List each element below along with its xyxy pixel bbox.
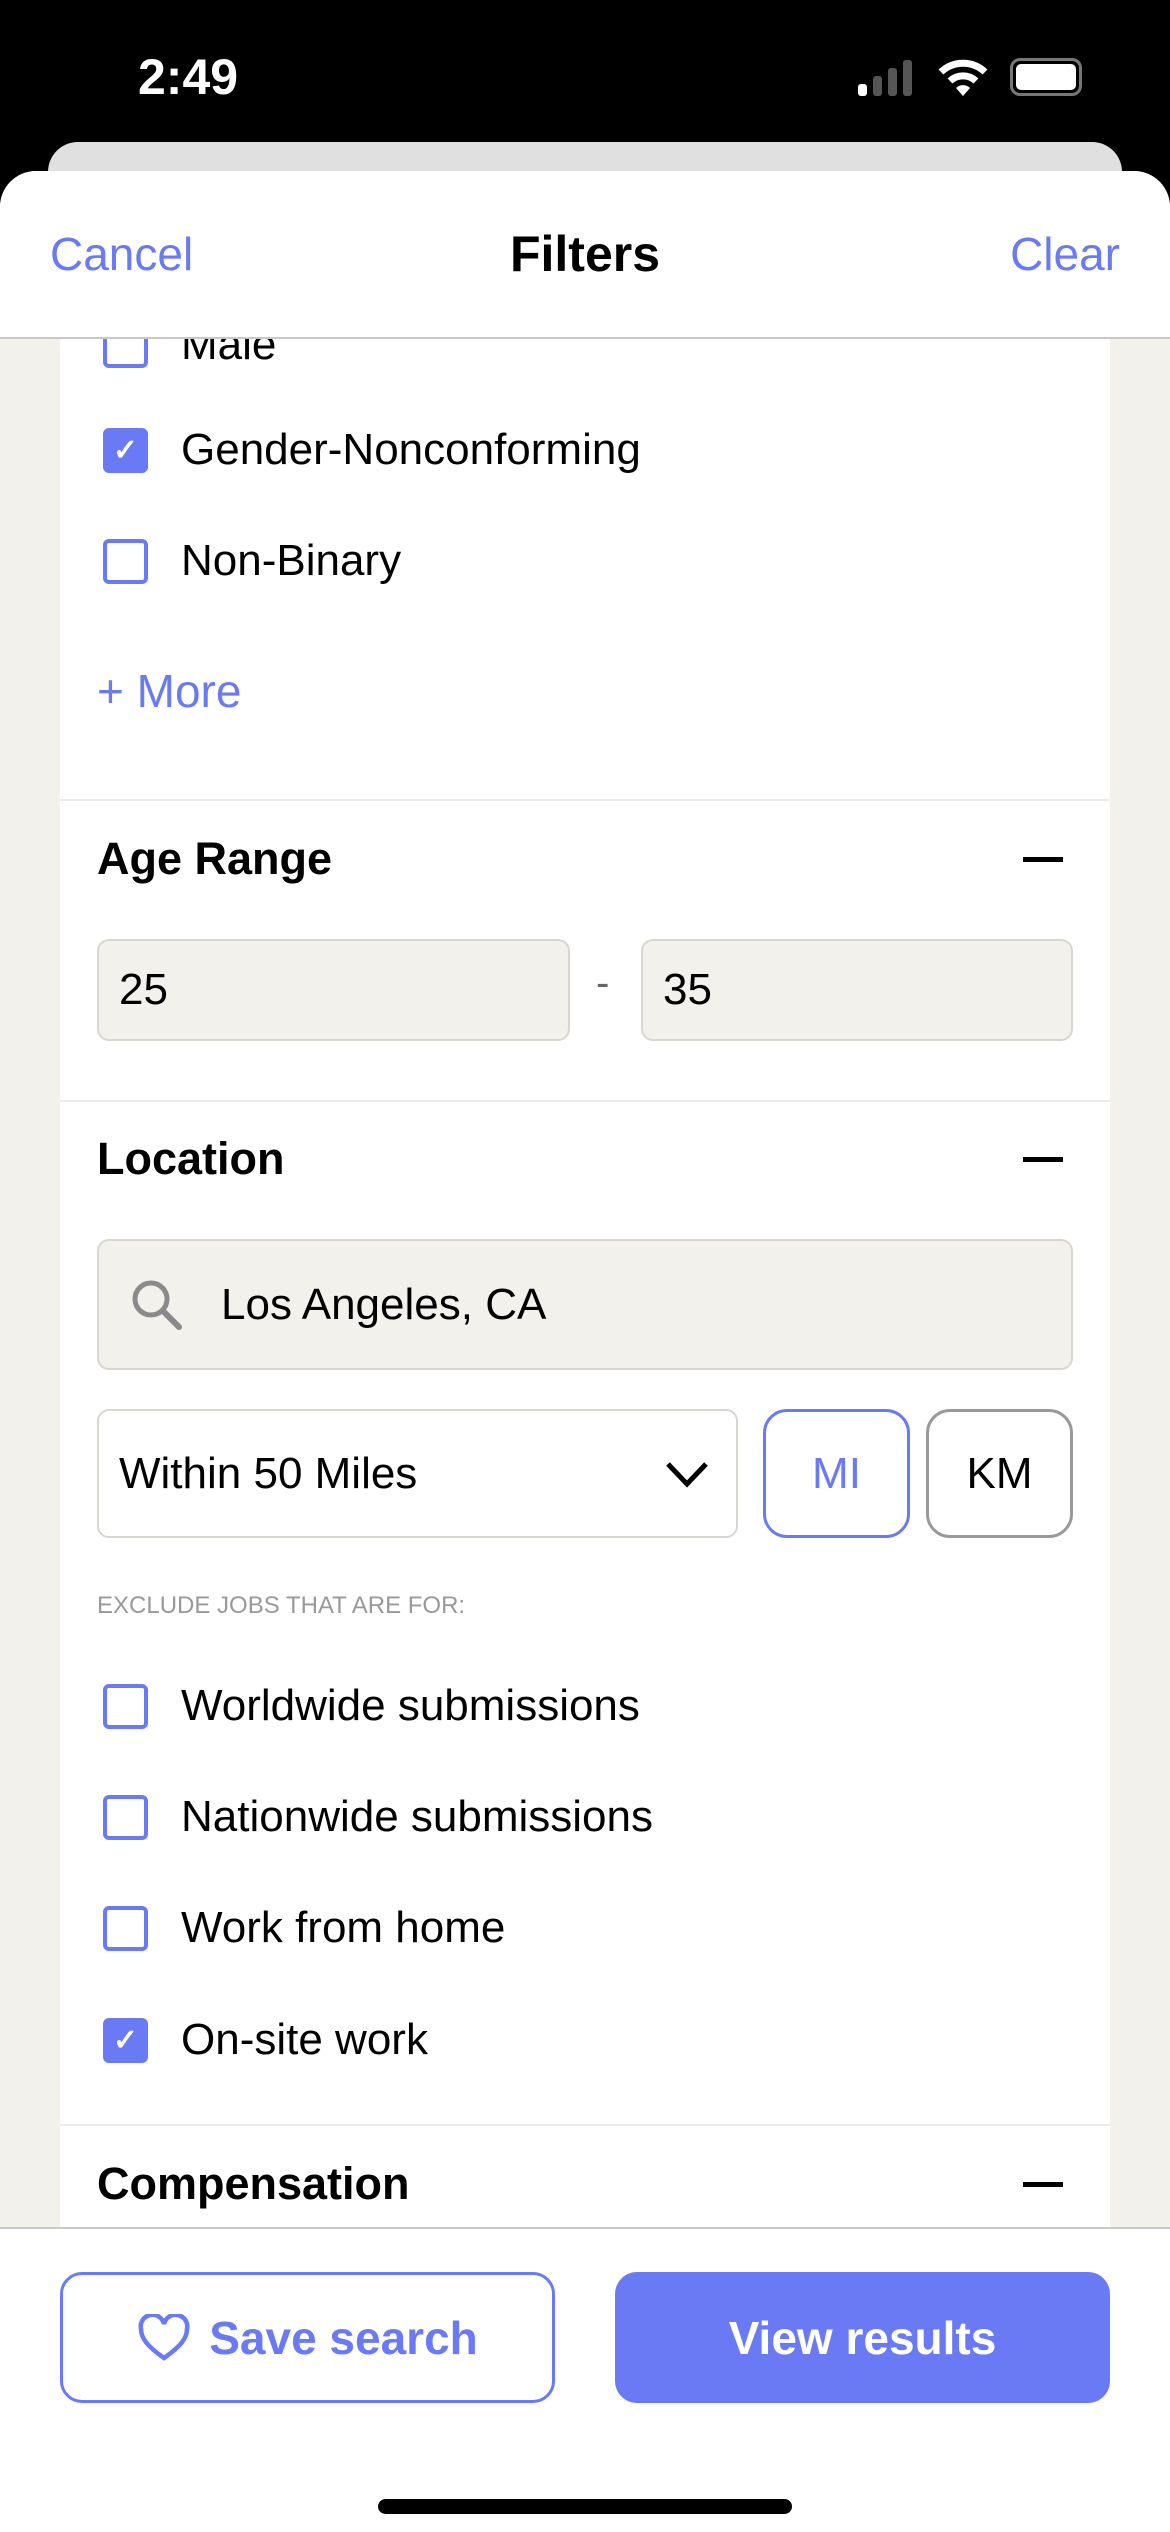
more-link[interactable]: + More [97,665,242,717]
search-icon [132,1280,182,1330]
checkbox-nationwide[interactable]: Nationwide submissions [103,1792,653,1842]
status-time: 2:49 [138,49,239,105]
wifi-icon [938,58,988,103]
checkbox-worldwide[interactable]: Worldwide submissions [103,1681,640,1731]
save-search-button[interactable]: Save search [60,2272,555,2403]
age-max-input[interactable]: 35 [641,939,1073,1041]
checkbox[interactable] [103,1794,148,1840]
chevron-down-icon [666,1461,708,1488]
option-label: Gender-Nonconforming [181,425,641,474]
age-range-heading: Age Range [97,833,333,884]
collapse-age-icon[interactable] [1023,857,1063,862]
age-separator: - [596,961,610,1005]
battery-icon [1010,58,1082,96]
filters-sheet: Cancel Filters Clear Male ✓ Gender-Noncon… [0,171,1170,2532]
age-min-input[interactable]: 25 [97,939,570,1041]
heart-icon [138,2313,190,2361]
unit-mi-button[interactable]: MI [763,1409,910,1538]
signal-icon [858,60,914,96]
checkbox[interactable] [103,538,148,584]
checkbox-non-binary[interactable]: Non-Binary [103,536,401,586]
sheet-header: Cancel Filters Clear [0,171,1170,339]
checkbox-gender-nonconforming[interactable]: ✓ Gender-Nonconforming [103,425,641,475]
option-label: Work from home [181,1903,506,1952]
option-label: Non-Binary [181,536,402,585]
bottom-bar: Save search View results [0,2227,1170,2532]
checkbox-on-site[interactable]: ✓ On-site work [103,2015,428,2065]
unit-km-button[interactable]: KM [926,1409,1073,1538]
distance-select[interactable]: Within 50 Miles [97,1409,738,1538]
option-label: On-site work [181,2015,428,2064]
cancel-button[interactable]: Cancel [50,228,194,280]
divider [60,799,1110,801]
distance-value: Within 50 Miles [119,1448,418,1498]
divider [60,1100,1110,1102]
location-value: Los Angeles, CA [221,1279,547,1329]
compensation-heading: Compensation [97,2158,410,2209]
save-search-label: Save search [209,2311,478,2364]
home-indicator [378,2499,792,2514]
clear-button[interactable]: Clear [1010,228,1120,280]
divider [60,2124,1110,2126]
view-results-button[interactable]: View results [615,2272,1110,2403]
location-heading: Location [97,1133,285,1184]
option-label: Nationwide submissions [181,1792,653,1841]
checkbox[interactable] [103,1905,148,1951]
checkbox[interactable] [103,1683,148,1729]
checkmark-icon[interactable]: ✓ [103,427,148,473]
page-title: Filters [509,226,661,282]
option-label: Worldwide submissions [181,1681,640,1730]
filters-card: Male ✓ Gender-Nonconforming Non-Binary + … [60,271,1110,2371]
checkbox-work-from-home[interactable]: Work from home [103,1903,505,1953]
checkmark-icon[interactable]: ✓ [103,2017,148,2063]
collapse-location-icon[interactable] [1023,1157,1063,1162]
exclude-label: EXCLUDE JOBS THAT ARE FOR: [97,1592,466,1619]
collapse-compensation-icon[interactable] [1023,2182,1063,2187]
location-search-input[interactable]: Los Angeles, CA [97,1239,1073,1370]
